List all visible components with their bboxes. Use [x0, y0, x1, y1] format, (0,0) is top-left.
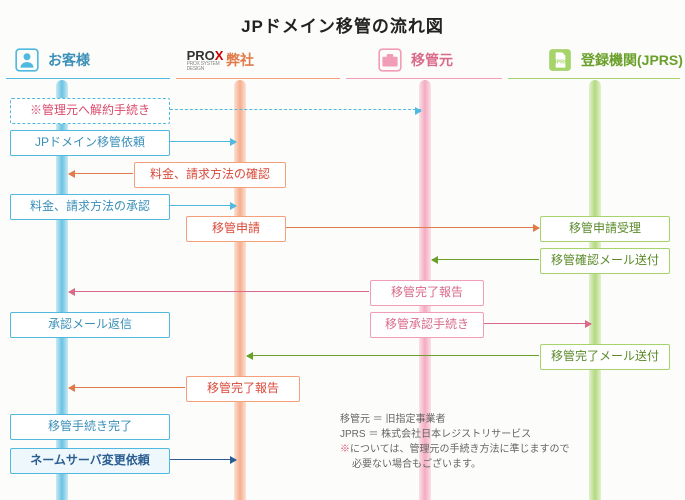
step-fee-confirm: 料金、請求方法の確認	[134, 162, 286, 188]
step-done-mail: 移管完了メール送付	[540, 344, 670, 370]
step-request: JPドメイン移管依頼	[10, 130, 170, 156]
briefcase-icon	[375, 45, 405, 75]
arrow	[170, 109, 421, 110]
lane-header-company: PROXPROX SYSTEM DESIGN 弊社	[186, 42, 258, 78]
lane-header-customer: お客様	[8, 42, 94, 78]
lane-jprs	[589, 80, 601, 500]
lane-header-jprs: JPRS 登録機関(JPRS)	[541, 42, 685, 78]
step-done: 移管手続き完了	[10, 414, 170, 440]
arrow	[69, 173, 133, 174]
step-accept: 移管申請受理	[540, 216, 670, 242]
step-apply: 移管申請	[186, 216, 286, 242]
diagram-title: JPドメイン移管の流れ図	[0, 12, 685, 37]
arrow	[170, 459, 236, 460]
arrow	[170, 141, 236, 142]
footnote: 必要ない場合もございます。	[352, 457, 481, 472]
arrow	[170, 205, 236, 206]
step-co-report: 移管完了報告	[186, 376, 300, 402]
footnote: 移管元 ＝ 旧指定事業者	[340, 412, 446, 427]
user-icon	[12, 45, 42, 75]
step-fee-approve: 料金、請求方法の承認	[10, 194, 170, 220]
step-cancel: ※管理元へ解約手続き	[10, 98, 170, 124]
lane-label-customer: お客様	[48, 50, 90, 70]
doc-icon: JPRS	[545, 45, 575, 75]
step-ns-change: ネームサーバ変更依頼	[10, 448, 170, 474]
footnote: ※については、管理元の手続き方法に準じますので	[340, 442, 570, 457]
arrow	[247, 355, 539, 356]
arrow	[432, 259, 539, 260]
arrow	[484, 323, 591, 324]
svg-text:JPRS: JPRS	[553, 59, 568, 65]
lane-label-jprs: 登録機関(JPRS)	[581, 50, 683, 70]
lane-label-source: 移管元	[411, 50, 453, 70]
step-confirm-mail: 移管確認メール送付	[540, 248, 670, 274]
step-src-approve: 移管承認手続き	[370, 312, 484, 338]
arrow	[286, 227, 539, 228]
prox-icon: PROXPROX SYSTEM DESIGN	[190, 45, 220, 75]
step-reply: 承認メール返信	[10, 312, 170, 338]
step-src-report: 移管完了報告	[370, 280, 484, 306]
arrow	[69, 387, 185, 388]
lane-label-company: 弊社	[226, 50, 254, 70]
arrow	[69, 291, 369, 292]
footnote: JPRS ＝ 株式会社日本レジストリサービス	[340, 427, 531, 442]
lane-header-source: 移管元	[371, 42, 457, 78]
